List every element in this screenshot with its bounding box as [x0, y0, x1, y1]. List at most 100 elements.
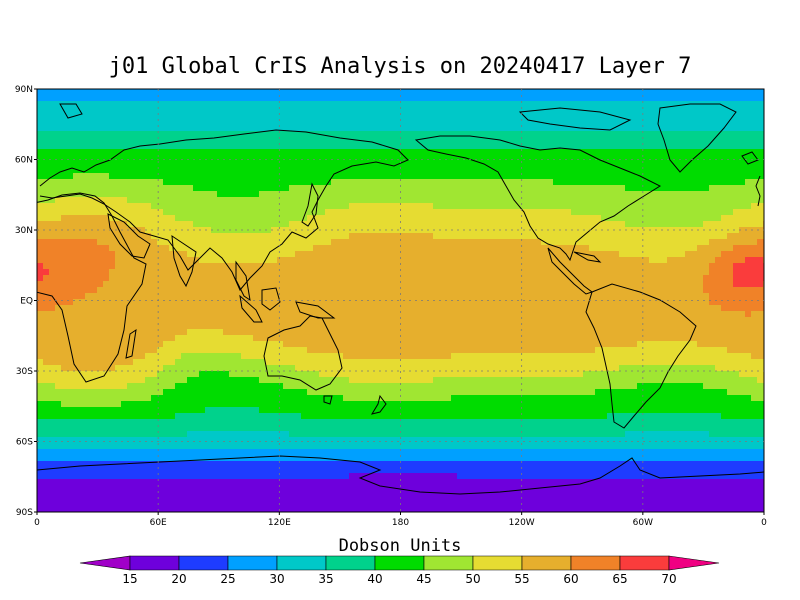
field-cell [601, 323, 608, 330]
field-cell [493, 137, 500, 144]
field-cell [655, 281, 662, 288]
field-cell [373, 281, 380, 288]
field-cell [313, 125, 320, 132]
field-cell [85, 245, 92, 252]
field-cell [757, 305, 764, 312]
field-cell [349, 251, 356, 258]
field-cell [277, 221, 284, 228]
field-cell [37, 311, 44, 318]
field-cell [271, 329, 278, 336]
field-cell [379, 125, 386, 132]
field-cell [523, 125, 530, 132]
field-cell [157, 233, 164, 240]
field-cell [559, 179, 566, 186]
field-cell [709, 95, 716, 102]
field-cell [673, 191, 680, 198]
field-cell [259, 125, 266, 132]
field-cell [529, 323, 536, 330]
field-cell [175, 143, 182, 150]
field-cell [697, 257, 704, 264]
field-cell [643, 275, 650, 282]
field-cell [205, 155, 212, 162]
field-cell [607, 251, 614, 258]
field-cell [547, 311, 554, 318]
field-cell [553, 215, 560, 222]
field-cell [739, 275, 746, 282]
field-cell [385, 233, 392, 240]
field-cell [673, 323, 680, 330]
field-cell [637, 215, 644, 222]
field-cell [373, 137, 380, 144]
field-cell [667, 317, 674, 324]
field-cell [733, 293, 740, 300]
field-cell [241, 125, 248, 132]
field-cell [601, 131, 608, 138]
field-cell [355, 317, 362, 324]
field-cell [439, 149, 446, 156]
field-cell [115, 329, 122, 336]
field-cell [547, 167, 554, 174]
field-cell [679, 89, 686, 96]
field-cell [385, 107, 392, 114]
field-cell [301, 179, 308, 186]
field-cell [727, 323, 734, 330]
field-cell [187, 233, 194, 240]
field-cell [709, 137, 716, 144]
field-cell [751, 215, 758, 222]
field-cell [661, 155, 668, 162]
field-cell [547, 131, 554, 138]
field-cell [481, 113, 488, 120]
field-cell [271, 233, 278, 240]
field-cell [289, 305, 296, 312]
field-cell [601, 179, 608, 186]
field-cell [229, 137, 236, 144]
field-cell [85, 179, 92, 186]
field-cell [193, 233, 200, 240]
field-cell [217, 143, 224, 150]
field-cell [757, 209, 764, 216]
field-cell [37, 323, 44, 330]
field-cell [535, 329, 542, 336]
field-cell [685, 305, 692, 312]
field-cell [721, 311, 728, 318]
field-cell [745, 107, 752, 114]
field-cell [715, 191, 722, 198]
field-cell [673, 113, 680, 120]
field-cell [115, 299, 122, 306]
field-cell [703, 317, 710, 324]
field-cell [643, 221, 650, 228]
field-cell [91, 233, 98, 240]
field-cell [457, 299, 464, 306]
field-cell [709, 323, 716, 330]
field-cell [655, 317, 662, 324]
field-cell [583, 293, 590, 300]
field-cell [85, 287, 92, 294]
field-cell [631, 101, 638, 108]
field-cell [553, 209, 560, 216]
field-cell [619, 257, 626, 264]
field-cell [49, 287, 56, 294]
field-cell [193, 89, 200, 96]
field-cell [397, 173, 404, 180]
field-cell [115, 131, 122, 138]
field-cell [685, 251, 692, 258]
field-cell [637, 293, 644, 300]
field-cell [139, 215, 146, 222]
field-cell [325, 131, 332, 138]
field-cell [505, 143, 512, 150]
field-cell [337, 149, 344, 156]
field-cell [589, 143, 596, 150]
field-cell [157, 95, 164, 102]
field-cell [403, 269, 410, 276]
field-cell [499, 221, 506, 228]
field-cell [553, 113, 560, 120]
field-cell [295, 227, 302, 234]
field-cell [97, 179, 104, 186]
field-cell [487, 263, 494, 270]
field-cell [283, 221, 290, 228]
field-cell [241, 137, 248, 144]
field-cell [187, 185, 194, 192]
field-cell [745, 299, 752, 306]
field-cell [739, 137, 746, 144]
field-cell [403, 221, 410, 228]
